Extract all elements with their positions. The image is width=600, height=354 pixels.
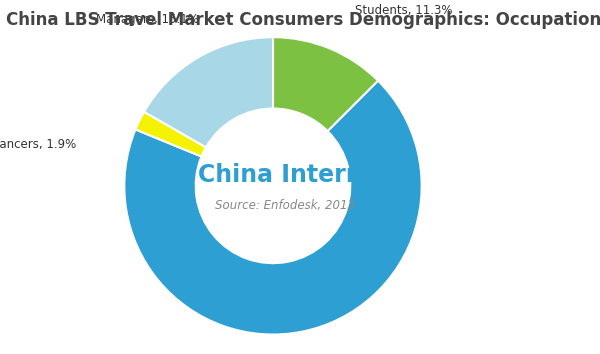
Text: Students, 11.3%: Students, 11.3% [355, 4, 452, 17]
Text: Freelancers, 1.9%: Freelancers, 1.9% [0, 138, 77, 151]
Wedge shape [273, 37, 378, 131]
Wedge shape [144, 37, 273, 147]
Text: China Intern: China Intern [198, 164, 363, 187]
Wedge shape [124, 81, 422, 335]
Text: Source: Enfodesk, 2013: Source: Enfodesk, 2013 [215, 199, 355, 212]
Wedge shape [136, 112, 206, 156]
Text: Managers, 15.1%: Managers, 15.1% [96, 13, 199, 26]
Text: China LBS Travel Market Consumers Demographics: Occupation: China LBS Travel Market Consumers Demogr… [6, 11, 600, 29]
